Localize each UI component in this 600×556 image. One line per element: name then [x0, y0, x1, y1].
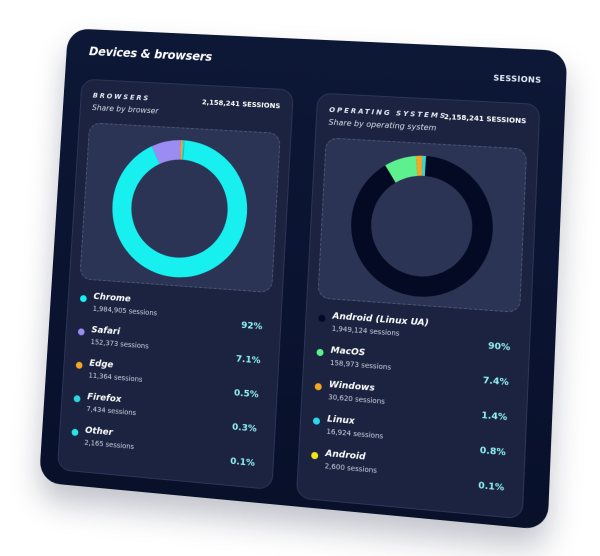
donut-svg — [108, 136, 251, 283]
os-panel: OPERATING SYSTEMS Share by operating sys… — [295, 92, 541, 520]
legend-name: Linux — [326, 414, 355, 427]
legend-pct: 7.4% — [482, 375, 509, 389]
legend-pct: 0.5% — [233, 388, 259, 401]
donut-slice[interactable] — [384, 154, 419, 184]
firefox-dot-icon — [73, 395, 81, 403]
chrome-dot-icon — [79, 294, 87, 303]
legend-pct: 7.1% — [235, 354, 261, 367]
metric-label[interactable]: SESSIONS — [493, 73, 542, 85]
legend-count: 158,973 sessions — [329, 358, 392, 372]
android-dot-icon — [311, 451, 319, 460]
legend-count: 30,620 sessions — [328, 393, 386, 406]
legend-count: 1,984,905 sessions — [92, 304, 158, 318]
legend-count: 2,600 sessions — [324, 462, 378, 475]
legend-name: MacOS — [330, 345, 366, 359]
android-linux-dot-icon — [318, 314, 326, 323]
browsers-legend: Chrome 1,984,905 sessions 92% Safari 152… — [70, 289, 269, 473]
legend-count: 2,165 sessions — [84, 438, 135, 452]
linux-dot-icon — [312, 417, 321, 425]
donut-slice[interactable] — [150, 138, 182, 166]
donut-svg — [347, 151, 496, 302]
panel-label: BROWSERS — [92, 91, 151, 103]
legend-name: Other — [84, 425, 114, 439]
devices-browsers-card: Devices & browsers SESSIONS BROWSERS Sha… — [38, 28, 568, 531]
legend-name: Firefox — [86, 392, 122, 405]
browsers-donut-chart — [79, 122, 281, 294]
panel-total: 2,158,241 SESSIONS — [443, 113, 527, 126]
panel-total: 2,158,241 SESSIONS — [201, 98, 281, 111]
legend-name: Edge — [88, 358, 114, 371]
legend-name: Safari — [91, 325, 121, 338]
legend-count: 11,364 sessions — [88, 371, 143, 384]
card-title: Devices & browsers — [88, 44, 213, 64]
os-legend: Android (Linux UA) 1,949,124 sessions 90… — [310, 309, 518, 499]
other-dot-icon — [71, 428, 79, 437]
legend-pct: 92% — [240, 320, 263, 333]
macos-dot-icon — [316, 348, 324, 357]
legend-name: Android — [325, 448, 366, 463]
legend-name: Chrome — [93, 292, 131, 305]
legend-count: 16,924 sessions — [326, 427, 384, 441]
legend-count: 152,373 sessions — [90, 338, 149, 351]
legend-pct: 0.3% — [231, 422, 257, 435]
legend-pct: 90% — [487, 341, 511, 354]
legend-pct: 1.4% — [481, 410, 508, 424]
panel-subtitle: Share by operating system — [328, 117, 437, 133]
browsers-panel: BROWSERS Share by browser 2,158,241 SESS… — [56, 78, 294, 490]
legend-pct: 0.8% — [479, 445, 506, 459]
legend-pct: 0.1% — [229, 456, 256, 470]
donut-slice[interactable] — [347, 151, 496, 302]
legend-name: Windows — [328, 379, 376, 394]
edge-dot-icon — [75, 361, 83, 369]
legend-pct: 0.1% — [478, 480, 505, 494]
legend-count: 7,434 sessions — [86, 405, 137, 418]
safari-dot-icon — [77, 328, 85, 336]
legend-count: 1,949,124 sessions — [331, 324, 400, 338]
windows-dot-icon — [314, 382, 322, 391]
os-donut-chart — [317, 137, 528, 314]
panel-subtitle: Share by browser — [91, 103, 159, 116]
donut-slice[interactable] — [108, 136, 251, 283]
